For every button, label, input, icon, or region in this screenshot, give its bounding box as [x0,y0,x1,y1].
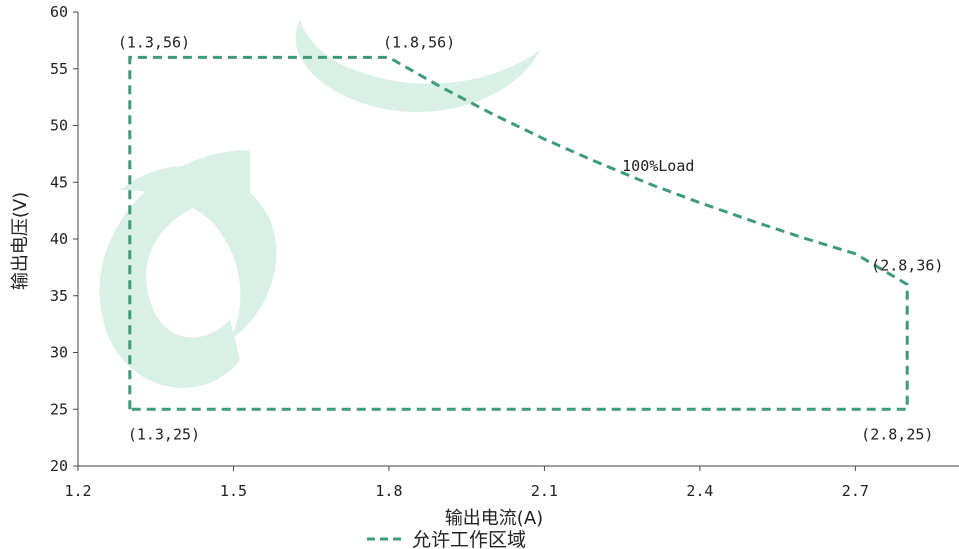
data-label: (2.8,25) [861,425,933,443]
x-tick-label: 1.8 [375,482,402,500]
legend-label: 允许工作区域 [412,529,526,549]
annotations: (1.3,56) (1.8,56) 100%Load (2.8,36) (1.3,25)… [118,33,944,443]
y-tick-label: 25 [50,400,68,418]
y-tick-label: 55 [50,60,68,78]
data-label: (1.3,56) [118,33,190,51]
x-tick-label: 1.5 [220,482,247,500]
legend: 允许工作区域 [367,529,526,549]
y-tick-label: 35 [50,287,68,305]
series-layer [128,55,909,411]
watermark-logo [99,20,540,388]
x-tick-label: 2.7 [842,482,869,500]
x-tick-label: 1.2 [64,482,91,500]
x-tick-label: 2.4 [686,482,713,500]
y-tick-label: 45 [50,173,68,191]
data-label: (2.8,36) [871,256,943,274]
x-tick-labels: 1.2 1.5 1.8 2.1 2.4 2.7 [64,482,868,500]
y-tick-label: 50 [50,117,68,135]
y-tick-label: 20 [50,457,68,475]
data-label: (1.3,25) [128,425,200,443]
x-axis-label: 输出电流(A) [445,508,543,529]
y-tick-label: 30 [50,344,68,362]
data-label: 100%Load [622,157,694,175]
x-tick-label: 2.1 [531,482,558,500]
axes [73,11,959,471]
series-line-operating-area [128,55,909,411]
y-tick-label: 60 [50,3,68,21]
y-axis-label: 输出电压(V) [10,192,31,290]
y-tick-label: 40 [50,230,68,248]
data-label: (1.8,56) [383,33,455,51]
y-tick-labels: 20 25 30 35 40 45 50 55 60 [50,3,68,475]
